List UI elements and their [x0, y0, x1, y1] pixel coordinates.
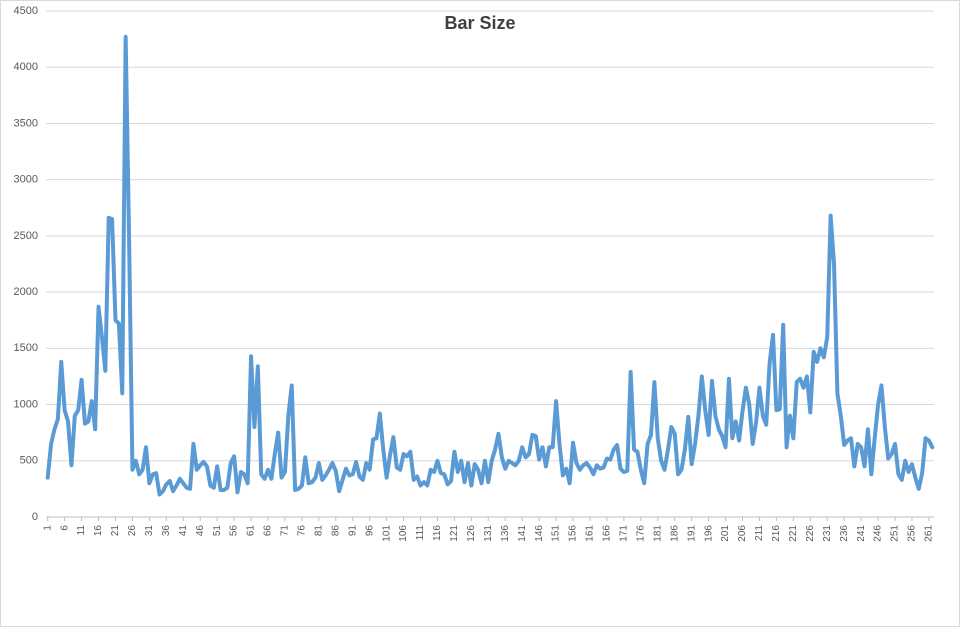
x-tick-label: 181: [652, 525, 663, 542]
x-tick-label: 56: [229, 525, 240, 537]
x-tick-label: 1: [42, 525, 53, 531]
x-tick-label: 156: [568, 525, 579, 542]
x-tick-label: 176: [635, 525, 646, 542]
x-tick-label: 216: [771, 525, 782, 542]
x-tick-label: 91: [347, 525, 358, 537]
x-tick-label: 246: [873, 525, 884, 542]
x-tick-label: 51: [212, 525, 223, 537]
x-tick-label: 191: [686, 525, 697, 542]
x-tick-label: 136: [500, 525, 511, 542]
x-tick-label: 211: [754, 525, 765, 541]
x-tick-label: 186: [669, 525, 680, 542]
y-tick-label: 500: [20, 455, 38, 467]
x-tick-label: 166: [602, 525, 613, 542]
y-tick-label: 2500: [14, 230, 38, 242]
x-tick-label: 121: [449, 525, 460, 542]
x-tick-label: 111: [415, 525, 426, 541]
x-tick-label: 31: [144, 525, 155, 537]
chart-title: Bar Size: [444, 13, 515, 33]
x-tick-label: 226: [805, 525, 816, 542]
x-tick-label: 171: [619, 525, 630, 542]
x-tick-label: 41: [178, 525, 189, 537]
x-tick-label: 81: [313, 525, 324, 537]
x-tick-label: 36: [161, 525, 172, 537]
x-tick-label: 11: [76, 525, 87, 536]
x-tick-label: 221: [788, 525, 799, 542]
x-tick-label: 126: [466, 525, 477, 542]
y-tick-label: 3000: [14, 174, 38, 186]
x-tick-label: 61: [246, 525, 257, 537]
y-tick-label: 1000: [14, 398, 38, 410]
x-tick-label: 71: [280, 525, 291, 537]
x-tick-label: 251: [890, 525, 901, 542]
x-tick-label: 151: [551, 525, 562, 542]
y-tick-label: 0: [32, 511, 38, 523]
x-tick-label: 26: [127, 525, 138, 537]
x-tick-label: 256: [907, 525, 918, 542]
x-tick-label: 106: [398, 525, 409, 542]
x-tick-label: 141: [517, 525, 528, 542]
x-tick-label: 101: [381, 525, 392, 542]
y-tick-label: 2000: [14, 286, 38, 298]
x-tick-label: 236: [839, 525, 850, 542]
x-tick-label: 21: [110, 525, 121, 537]
x-tick-label: 46: [195, 525, 206, 537]
x-tick-label: 6: [59, 525, 70, 531]
x-tick-label: 76: [297, 525, 308, 537]
x-tick-label: 206: [737, 525, 748, 542]
x-tick-label: 231: [822, 525, 833, 542]
y-tick-label: 1500: [14, 342, 38, 354]
x-tick-label: 146: [534, 525, 545, 542]
y-tick-label: 4000: [14, 61, 38, 73]
x-tick-label: 86: [330, 525, 341, 537]
x-tick-label: 96: [364, 525, 375, 537]
x-tick-label: 131: [483, 525, 494, 542]
x-tick-label: 196: [703, 525, 714, 542]
x-tick-label: 66: [263, 525, 274, 537]
y-tick-label: 4500: [14, 5, 38, 17]
x-tick-label: 241: [856, 525, 867, 542]
data-line: [45, 34, 935, 497]
x-tick-label: 16: [93, 525, 104, 537]
x-tick-label: 116: [432, 525, 443, 541]
y-tick-label: 3500: [14, 117, 38, 129]
x-tick-label: 201: [720, 525, 731, 542]
x-tick-label: 261: [924, 525, 935, 542]
x-tick-label: 161: [585, 525, 596, 542]
